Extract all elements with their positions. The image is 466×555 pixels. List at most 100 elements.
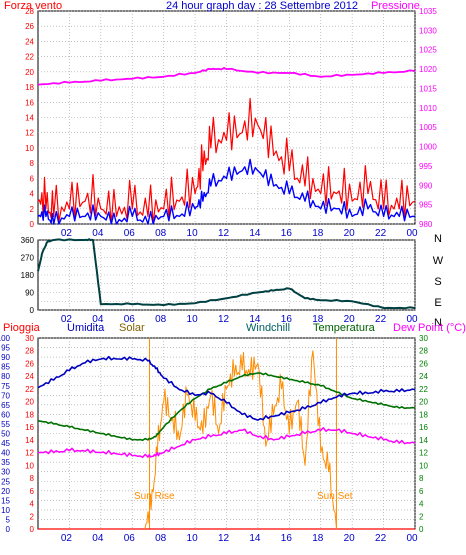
temp-y-tick: 16	[419, 423, 428, 432]
direction-x-tick: 06	[124, 314, 136, 325]
direction-y-tick: 90	[25, 289, 34, 298]
wind-y-tick: 8	[30, 159, 35, 168]
pressure-y-tick: 1025	[419, 46, 437, 55]
humidity-y-tick: 100	[0, 334, 11, 343]
pressure-series	[37, 67, 416, 86]
wind-x-tick: 22	[375, 228, 387, 239]
pressure-y-tick: 1000	[419, 143, 437, 152]
wind-y-tick: 18	[25, 83, 34, 92]
humidity-y-tick: 90	[1, 353, 10, 362]
direction-x-tick: 18	[312, 314, 324, 325]
wind-y-tick: 26	[25, 22, 34, 31]
pressure-y-tick: 990	[419, 181, 433, 190]
wind-x-tick: 12	[218, 228, 230, 239]
humidity-y-tick: 50	[1, 430, 10, 439]
humidity-y-tick: 65	[1, 401, 10, 410]
direction-x-tick: 20	[344, 314, 356, 325]
pressure-y-tick: 1015	[419, 84, 437, 93]
sun-rise-label: Sun Rise	[134, 491, 175, 502]
rain-y-tick: 12	[25, 449, 34, 458]
humidity-y-tick: 60	[1, 410, 10, 419]
humidity-y-tick: 20	[1, 487, 10, 496]
rain-y-tick: 16	[25, 423, 34, 432]
humidity-y-tick: 25	[1, 477, 10, 486]
temp-y-tick: 24	[419, 372, 428, 381]
data-layer	[37, 67, 416, 530]
direction-y-tick: 270	[21, 254, 35, 263]
wind-x-tick: 16	[281, 228, 293, 239]
humidity-y-tick: 80	[1, 372, 10, 381]
humidity-y-tick: 0	[6, 525, 11, 534]
compass-label: S	[434, 276, 441, 288]
wind-y-tick: 4	[30, 190, 35, 199]
temp-y-tick: 0	[419, 525, 424, 534]
compass-label: N	[434, 317, 442, 329]
wind-y-tick: 20	[25, 68, 34, 77]
direction-x-tick: 02	[61, 314, 73, 325]
legend-dewpoint: Dew Point (°C)	[393, 322, 466, 334]
temp-x-tick: 22	[375, 533, 387, 544]
pressure-y-tick: 995	[419, 162, 433, 171]
humidity-y-tick: 10	[1, 506, 10, 515]
chart-title: 24 hour graph day : 28 Settembre 2012	[166, 0, 358, 12]
compass-label: N	[434, 233, 442, 245]
temp-y-tick: 22	[419, 385, 428, 394]
pressure-y-tick: 1010	[419, 104, 437, 113]
humidity-y-tick: 55	[1, 420, 10, 429]
humidity-y-tick: 45	[1, 439, 10, 448]
wind-axis-title: Forza vento	[4, 0, 62, 12]
direction-x-tick: 14	[249, 314, 261, 325]
temp-y-tick: 4	[419, 500, 424, 509]
humidity-y-tick: 15	[1, 496, 10, 505]
temp-y-tick: 6	[419, 487, 424, 496]
direction-x-tick: 10	[187, 314, 199, 325]
direction-y-tick: 0	[30, 306, 35, 315]
rain-y-tick: 4	[30, 500, 35, 509]
tick-label-layer: 02 04 06 08 10 12 14 16 18 20 22 000246810121416182…	[0, 7, 444, 544]
pressure-axis-title: Pressione	[371, 0, 420, 12]
grid-layer	[38, 10, 416, 530]
temp-y-tick: 26	[419, 359, 428, 368]
humidity-y-tick: 95	[1, 344, 10, 353]
pressure-y-tick: 1005	[419, 123, 437, 132]
legend-pioggia: Pioggia	[3, 322, 41, 334]
wind-x-tick: 00	[406, 228, 418, 239]
rain-y-tick: 24	[25, 372, 34, 381]
humidity-y-tick: 30	[1, 468, 10, 477]
wind-y-tick: 2	[30, 205, 35, 214]
humidity-y-tick: 85	[1, 363, 10, 372]
rain-y-tick: 0	[30, 525, 35, 534]
rain-y-tick: 14	[25, 436, 34, 445]
compass-label: E	[434, 297, 441, 309]
temp-x-tick: 08	[155, 533, 167, 544]
pressure-y-tick: 1020	[419, 65, 437, 74]
direction-y-tick: 360	[21, 236, 35, 245]
pressure-y-tick: 1035	[419, 7, 437, 16]
temp-x-tick: 10	[187, 533, 199, 544]
temp-x-tick: 12	[218, 533, 230, 544]
legend-solar: Solar	[119, 322, 145, 334]
legend-temperatura: Temperatura	[313, 322, 376, 334]
temp-x-tick: 02	[61, 533, 73, 544]
temperature-series	[37, 372, 416, 442]
temp-y-tick: 18	[419, 410, 428, 419]
wind-x-tick: 20	[344, 228, 356, 239]
rain-y-tick: 18	[25, 410, 34, 419]
rain-y-tick: 30	[25, 334, 34, 343]
direction-y-tick: 180	[21, 271, 35, 280]
wind-y-tick: 24	[25, 37, 34, 46]
wind-y-tick: 0	[30, 220, 35, 229]
pressure-y-tick: 1030	[419, 26, 437, 35]
wind-direction-series	[37, 238, 416, 310]
temp-x-tick: 06	[124, 533, 136, 544]
humidity-series	[37, 355, 416, 421]
humidity-y-tick: 5	[6, 515, 11, 524]
wind-gust-series	[37, 158, 416, 225]
direction-x-tick: 00	[406, 314, 418, 325]
rain-y-tick: 22	[25, 385, 34, 394]
compass-label: W	[433, 255, 444, 267]
dewpoint-series	[37, 427, 416, 459]
temp-y-tick: 8	[419, 474, 424, 483]
